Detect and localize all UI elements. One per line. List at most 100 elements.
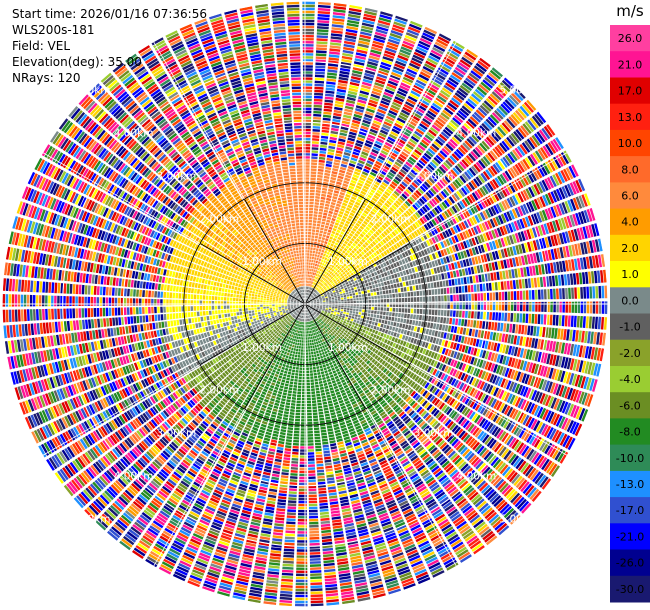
range-gate — [309, 189, 315, 193]
range-gate — [330, 42, 342, 46]
range-gate — [346, 294, 350, 297]
range-gate — [480, 293, 484, 301]
range-gate — [374, 330, 379, 335]
range-gate — [502, 156, 511, 167]
range-gate — [384, 236, 390, 242]
range-gate — [424, 204, 431, 211]
range-gate — [328, 188, 334, 193]
range-gate — [326, 219, 331, 223]
range-gate — [331, 240, 336, 244]
range-gate — [328, 54, 340, 58]
range-gate — [381, 224, 387, 230]
range-gate — [334, 209, 339, 213]
range-gate — [400, 329, 405, 334]
range-gate — [475, 275, 479, 283]
range-gate — [329, 45, 341, 49]
range-gate — [422, 136, 432, 144]
range-gate — [321, 284, 324, 287]
range-gate — [350, 306, 353, 309]
range-gate — [474, 146, 483, 156]
range-gate — [478, 274, 482, 283]
range-gate — [503, 323, 507, 332]
range-gate — [312, 272, 315, 275]
range-gate — [453, 235, 459, 243]
range-gate — [336, 292, 340, 295]
range-gate — [529, 117, 539, 129]
range-gate — [459, 260, 464, 268]
range-gate — [345, 245, 350, 249]
range-gate — [385, 47, 397, 54]
range-gate — [398, 298, 402, 303]
range-gate — [313, 300, 317, 302]
range-gate — [343, 285, 347, 288]
range-gate — [344, 301, 347, 304]
range-gate — [306, 262, 309, 265]
range-gate — [367, 223, 373, 229]
range-gate — [316, 223, 321, 227]
range-gate — [500, 281, 504, 290]
range-gate — [365, 162, 373, 168]
range-gate — [433, 196, 440, 204]
range-gate — [314, 294, 317, 297]
range-gate — [389, 307, 393, 312]
range-gate — [384, 50, 396, 57]
range-gate — [321, 132, 329, 136]
range-gate — [357, 228, 363, 233]
range-gate — [373, 143, 382, 149]
range-gate — [346, 143, 354, 148]
range-gate — [488, 282, 492, 291]
range-gate — [329, 207, 334, 212]
range-gate — [416, 308, 420, 314]
range-gate — [412, 246, 417, 253]
range-gate — [310, 183, 316, 187]
range-gate — [311, 256, 315, 260]
range-gate — [451, 97, 461, 106]
range-gate — [404, 308, 408, 313]
range-gate — [344, 240, 348, 245]
range-gate — [337, 286, 341, 289]
range-gate — [357, 314, 361, 318]
range-gate — [362, 243, 367, 249]
range-gate — [370, 289, 373, 293]
range-gate — [528, 290, 532, 300]
range-gate — [426, 57, 438, 66]
range-gate — [388, 110, 398, 116]
range-gate — [579, 272, 583, 285]
range-gate — [342, 117, 351, 122]
range-gate — [394, 161, 402, 168]
range-gate — [604, 285, 608, 299]
range-gate — [353, 204, 359, 209]
range-gate — [495, 312, 499, 321]
range-gate — [575, 272, 580, 285]
range-gate — [322, 273, 326, 277]
range-gate — [502, 101, 513, 112]
range-gate — [522, 290, 526, 300]
range-gate — [389, 107, 399, 114]
range-gate — [492, 130, 502, 141]
range-gate — [349, 333, 353, 337]
range-gate — [349, 182, 356, 187]
range-gate — [323, 253, 326, 257]
range-gate — [358, 40, 370, 46]
range-gate — [364, 241, 369, 246]
range-gate — [342, 283, 346, 286]
range-gate — [313, 293, 316, 296]
range-gate — [359, 321, 363, 325]
range-gate — [342, 271, 346, 275]
range-gate — [515, 88, 526, 99]
range-gate — [424, 26, 438, 35]
range-gate — [531, 313, 535, 324]
range-gate — [585, 316, 589, 329]
range-gate — [501, 140, 510, 151]
range-gate — [345, 281, 349, 285]
range-gate — [501, 312, 505, 321]
range-gate — [309, 277, 312, 281]
range-gate — [420, 157, 428, 165]
range-gate — [452, 181, 460, 189]
range-gate — [364, 182, 371, 188]
range-gate — [443, 248, 448, 256]
range-gate — [326, 285, 329, 288]
range-gate — [398, 308, 402, 313]
range-gate — [370, 292, 374, 296]
range-gate — [492, 312, 496, 321]
